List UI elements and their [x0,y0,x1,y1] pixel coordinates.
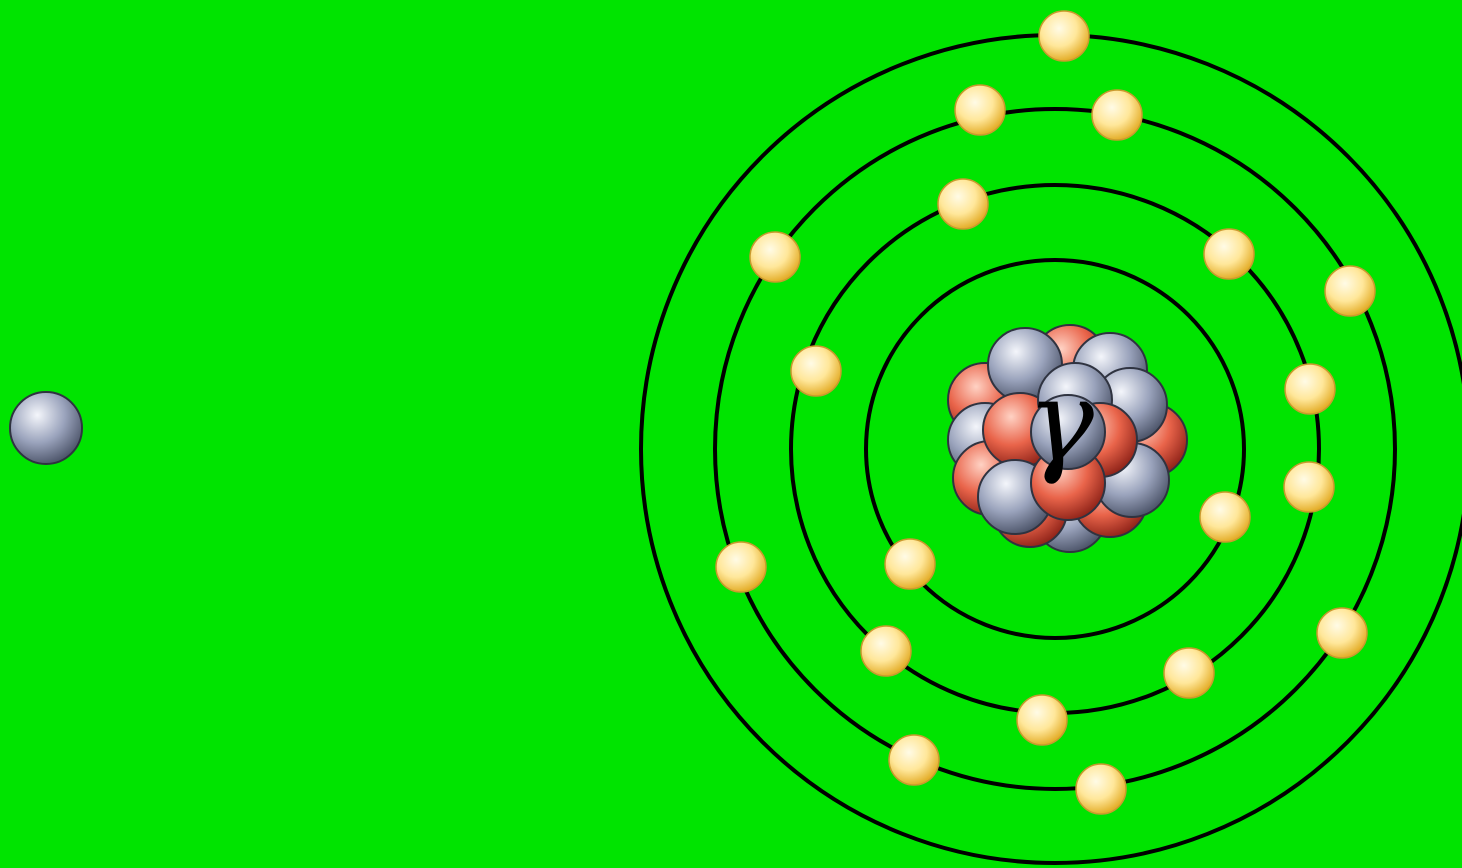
electron [715,541,767,593]
free-neutron [9,391,83,465]
electron [1163,647,1215,699]
neutron [1030,394,1106,470]
electron [888,734,940,786]
electron [1199,491,1251,543]
electron [749,231,801,283]
electron [954,84,1006,136]
nucleus [947,324,1188,553]
electron [1016,694,1068,746]
free-particle-group [9,391,83,465]
electron [1203,228,1255,280]
electron [1091,89,1143,141]
electrons [715,10,1376,815]
electron [1316,607,1368,659]
orbit-shell-1 [864,258,1246,640]
electron [790,345,842,397]
electron [937,178,989,230]
gamma-symbol: γ [1027,357,1095,487]
electron [860,625,912,677]
electron [1324,265,1376,317]
electron [1283,461,1335,513]
electron [884,538,936,590]
orbit-shell-3 [713,107,1397,791]
electron [1038,10,1090,62]
electron [1284,363,1336,415]
electron [1075,763,1127,815]
